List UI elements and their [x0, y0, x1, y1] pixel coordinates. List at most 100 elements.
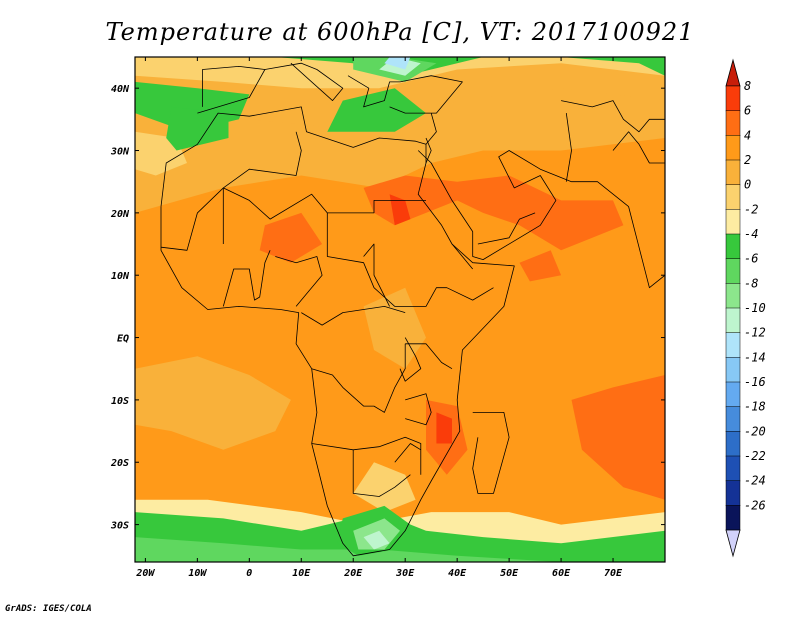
coastline-12 — [311, 436, 422, 475]
temp-region-m6 — [166, 106, 229, 151]
lat-tick-label: EQ — [117, 334, 129, 345]
temperature-field — [135, 57, 665, 562]
coastline-15 — [222, 131, 302, 244]
colorbar-swatch — [725, 233, 741, 260]
lon-tick-label: 70E — [604, 568, 623, 579]
colorbar-level-label: 2 — [744, 153, 751, 167]
temp-region-m14 — [384, 57, 411, 70]
coastline-25 — [405, 393, 432, 426]
temp-region-6 — [389, 194, 411, 226]
colorbar-swatch — [725, 381, 741, 408]
colorbar-level-label: 8 — [744, 79, 751, 93]
lon-tick-label: 0 — [246, 568, 252, 579]
lat-tick-label: 30S — [110, 521, 129, 532]
colorbar-level-label: -2 — [744, 202, 758, 216]
colorbar-level-label: -6 — [744, 252, 758, 266]
colorbar-swatch — [725, 357, 741, 383]
coastline-14 — [399, 337, 422, 382]
colorbar-swatch — [725, 258, 741, 284]
colorbar-level-label: 4 — [744, 128, 751, 142]
lon-tick-label: 40E — [448, 568, 467, 579]
colorbar-level-label: -16 — [744, 375, 766, 389]
coastline-6 — [472, 412, 510, 494]
coastline-4 — [425, 112, 437, 145]
credit-label: GrADS: IGES/COLA — [5, 604, 92, 614]
lon-tick-label: 20W — [135, 568, 155, 579]
lat-tick-label: 10N — [111, 271, 130, 282]
temp-region-m2 — [353, 462, 416, 513]
colorbar-swatch — [725, 283, 741, 309]
coastline-0 — [160, 106, 515, 557]
colorbar-level-label: -22 — [744, 449, 766, 463]
colorbar-swatch — [725, 332, 741, 358]
colorbar-swatch — [725, 480, 741, 506]
colorbar-top-arrow — [725, 58, 741, 87]
lat-tick-label: 30N — [110, 147, 130, 158]
coastline-9 — [301, 306, 406, 326]
colorbar-swatch — [725, 455, 741, 482]
colorbar-swatch — [725, 110, 741, 136]
lat-tick-label: 40N — [111, 84, 130, 95]
colorbar-level-label: -24 — [744, 474, 766, 488]
colorbar-swatch — [725, 431, 741, 457]
coastline-21 — [425, 137, 432, 164]
temp-region-4 — [259, 212, 323, 263]
coastline-18 — [363, 243, 390, 307]
lat-tick-label: 10S — [111, 396, 129, 407]
axis-ticks: 20W 10W 0 10E 20E 30E 40E 50E 60E 70E 40N 30N 20N 10N… — [110, 57, 665, 579]
colorbar-swatch — [725, 307, 741, 334]
map-title: Temperature at 600hPa [C], VT: 201710092… — [105, 18, 695, 46]
colorbar-level-label: -4 — [744, 227, 758, 241]
coastline-2 — [264, 62, 344, 101]
colorbar-swatch — [725, 406, 741, 432]
colorbar-level-label: -8 — [744, 276, 758, 290]
coastline-22 — [561, 100, 665, 133]
coastline-17 — [275, 256, 323, 307]
lat-tick-label: 20S — [110, 458, 129, 469]
colorbar-level-label: 6 — [744, 104, 751, 118]
coastline-7 — [160, 187, 426, 251]
lon-tick-label: 10W — [188, 568, 207, 579]
colorbar-level-label: -14 — [744, 350, 766, 364]
lon-tick-label: 60E — [552, 568, 571, 579]
colorbar-bottom-arrow — [725, 529, 741, 558]
coastline-20 — [477, 212, 536, 245]
temp-region-m6 — [561, 57, 665, 76]
colorbar-swatch — [725, 184, 741, 210]
coastline-26 — [394, 443, 422, 463]
colorbar-level-label: -20 — [744, 424, 766, 438]
coastline-11 — [405, 343, 453, 370]
colorbar-swatch — [725, 85, 741, 112]
temp-region-6 — [436, 412, 452, 444]
coastline-5 — [417, 150, 665, 289]
coastline-19 — [451, 243, 474, 270]
plot-frame — [134, 56, 666, 563]
colorbar-swatch — [725, 135, 741, 161]
lon-tick-label: 50E — [500, 568, 519, 579]
lon-tick-label: 10E — [292, 568, 311, 579]
lon-tick-label: 30E — [395, 568, 415, 579]
coastline-23 — [565, 113, 572, 182]
colorbar-swatch — [725, 209, 741, 235]
coastline-8 — [326, 212, 494, 307]
colorbar-level-label: 0 — [744, 178, 751, 192]
coastlines — [160, 62, 665, 557]
colorbar-level-label: -18 — [744, 400, 766, 414]
colorbar-level-label: -26 — [744, 498, 766, 512]
coastline-24 — [612, 131, 665, 164]
temp-region-0 — [363, 287, 426, 369]
colorbar-level-label: -10 — [744, 301, 766, 315]
temp-region-4 — [519, 250, 562, 282]
colorbar: 8 6 4 2 0 -2 -4 -6 -8 -10 -12 -14 -16 -18 -20 -22 -24 -26 — [725, 58, 766, 558]
colorbar-swatch — [725, 505, 741, 531]
temp-region-0 — [135, 356, 291, 450]
temp-region-m12 — [363, 530, 390, 550]
colorbar-swatch — [725, 159, 741, 186]
coastline-16 — [222, 250, 271, 307]
lat-tick-label: 20N — [110, 209, 130, 220]
coastline-1 — [197, 66, 266, 114]
temp-region-m6 — [327, 88, 426, 132]
lon-tick-label: 20E — [343, 568, 363, 579]
coastline-10 — [311, 343, 406, 413]
